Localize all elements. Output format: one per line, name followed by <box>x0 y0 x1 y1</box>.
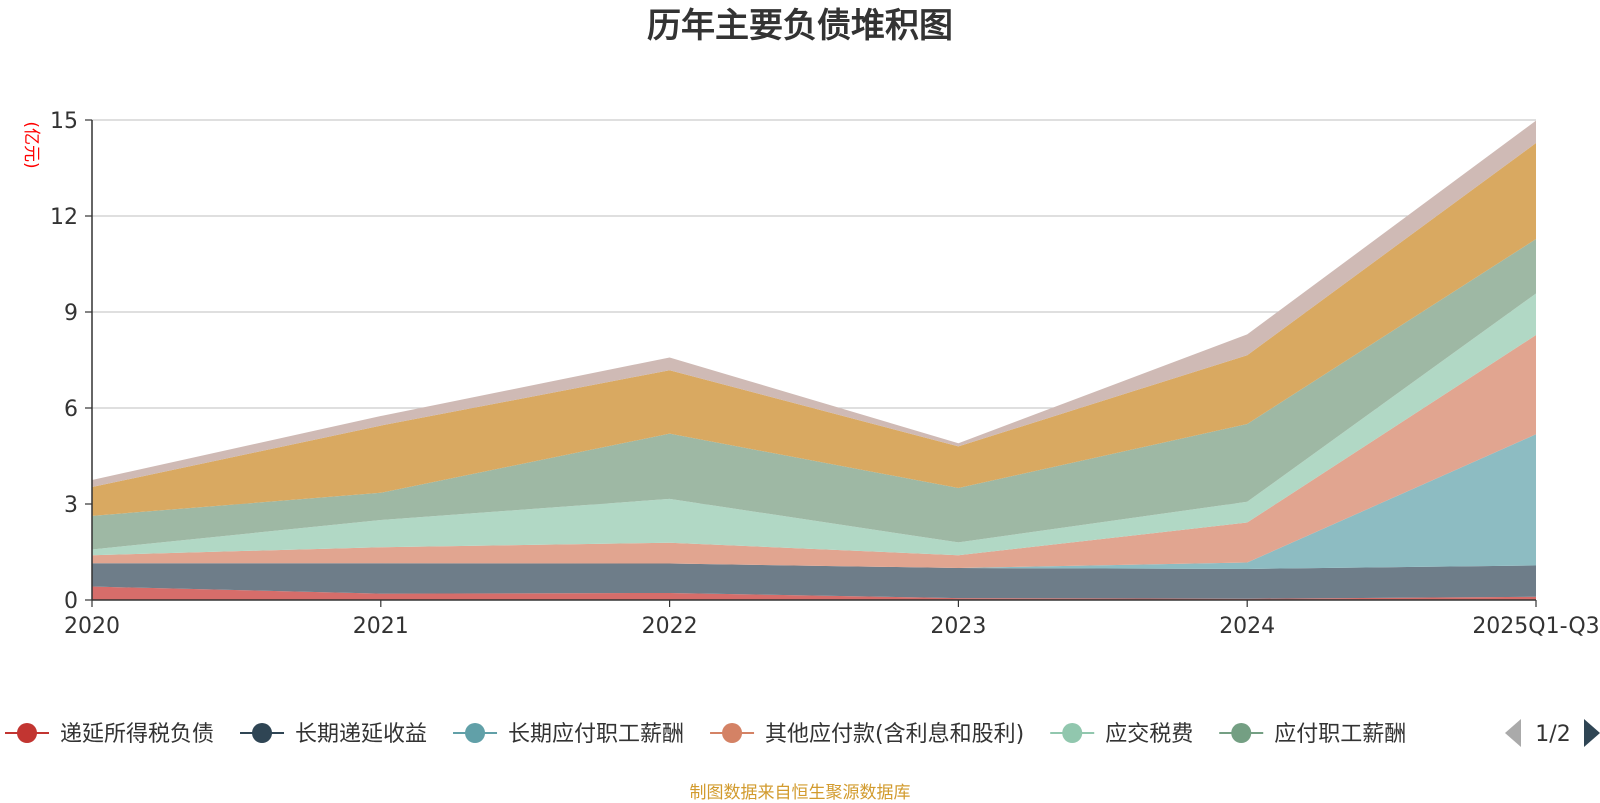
legend-label: 其他应付款(含利息和股利) <box>765 722 1024 747</box>
legend-pager: 1/2 <box>1505 719 1600 747</box>
legend-item[interactable]: 其他应付款(含利息和股利) <box>710 722 1024 747</box>
x-tick-label: 2021 <box>353 614 409 639</box>
legend: 递延所得税负债 长期递延收益 长期应付职工薪酬 其他应付款(含利息和股利) 应交税费 应付… <box>5 719 1600 747</box>
y-tick-label: 0 <box>64 589 78 614</box>
source-note: 制图数据来自恒生聚源数据库 <box>689 783 911 803</box>
y-axis-label: (亿元) <box>21 121 41 168</box>
legend-item[interactable]: 应交税费 <box>1050 722 1193 747</box>
x-tick-label: 2020 <box>64 614 120 639</box>
legend-marker <box>1231 723 1252 743</box>
y-tick-label: 6 <box>64 397 78 422</box>
legend-item[interactable]: 应付职工薪酬 <box>1219 722 1406 747</box>
x-tick-label: 2024 <box>1219 614 1275 639</box>
legend-marker <box>465 723 486 743</box>
legend-label: 递延所得税负债 <box>60 722 214 747</box>
legend-item[interactable]: 长期递延收益 <box>240 722 427 747</box>
legend-marker <box>252 723 273 743</box>
legend-item[interactable]: 长期应付职工薪酬 <box>453 722 684 747</box>
next-page-icon[interactable] <box>1584 719 1600 747</box>
y-tick-label: 3 <box>64 493 78 518</box>
x-tick-label: 2023 <box>930 614 986 639</box>
legend-label: 应交税费 <box>1105 722 1193 747</box>
area-series-1 <box>92 563 1536 599</box>
y-tick-label: 12 <box>50 205 78 230</box>
prev-page-icon[interactable] <box>1505 719 1521 747</box>
legend-item[interactable]: 递延所得税负债 <box>5 722 214 747</box>
x-tick-label: 2022 <box>642 614 698 639</box>
legend-marker <box>722 723 743 743</box>
x-tick-label: 2025Q1-Q3 <box>1472 614 1599 639</box>
y-tick-label: 15 <box>50 109 78 134</box>
y-tick-label: 9 <box>64 301 78 326</box>
area-series-6 <box>92 143 1536 516</box>
legend-label: 长期应付职工薪酬 <box>508 722 684 747</box>
area-series-7 <box>92 120 1536 488</box>
axes: 0 3 6 9 12 15 2020 2021 2022 2023 2024 2025Q1-Q3 <box>50 109 1600 639</box>
legend-marker <box>17 723 37 743</box>
legend-page-indicator: 1/2 <box>1535 722 1570 747</box>
legend-label: 长期递延收益 <box>295 722 427 747</box>
area-series-5 <box>92 239 1536 550</box>
legend-marker <box>1062 723 1083 743</box>
areas <box>92 120 1536 600</box>
legend-label: 应付职工薪酬 <box>1274 722 1406 747</box>
area-series-0 <box>92 586 1536 600</box>
area-series-2 <box>92 434 1536 569</box>
chart-title: 历年主要负债堆积图 <box>647 6 953 46</box>
